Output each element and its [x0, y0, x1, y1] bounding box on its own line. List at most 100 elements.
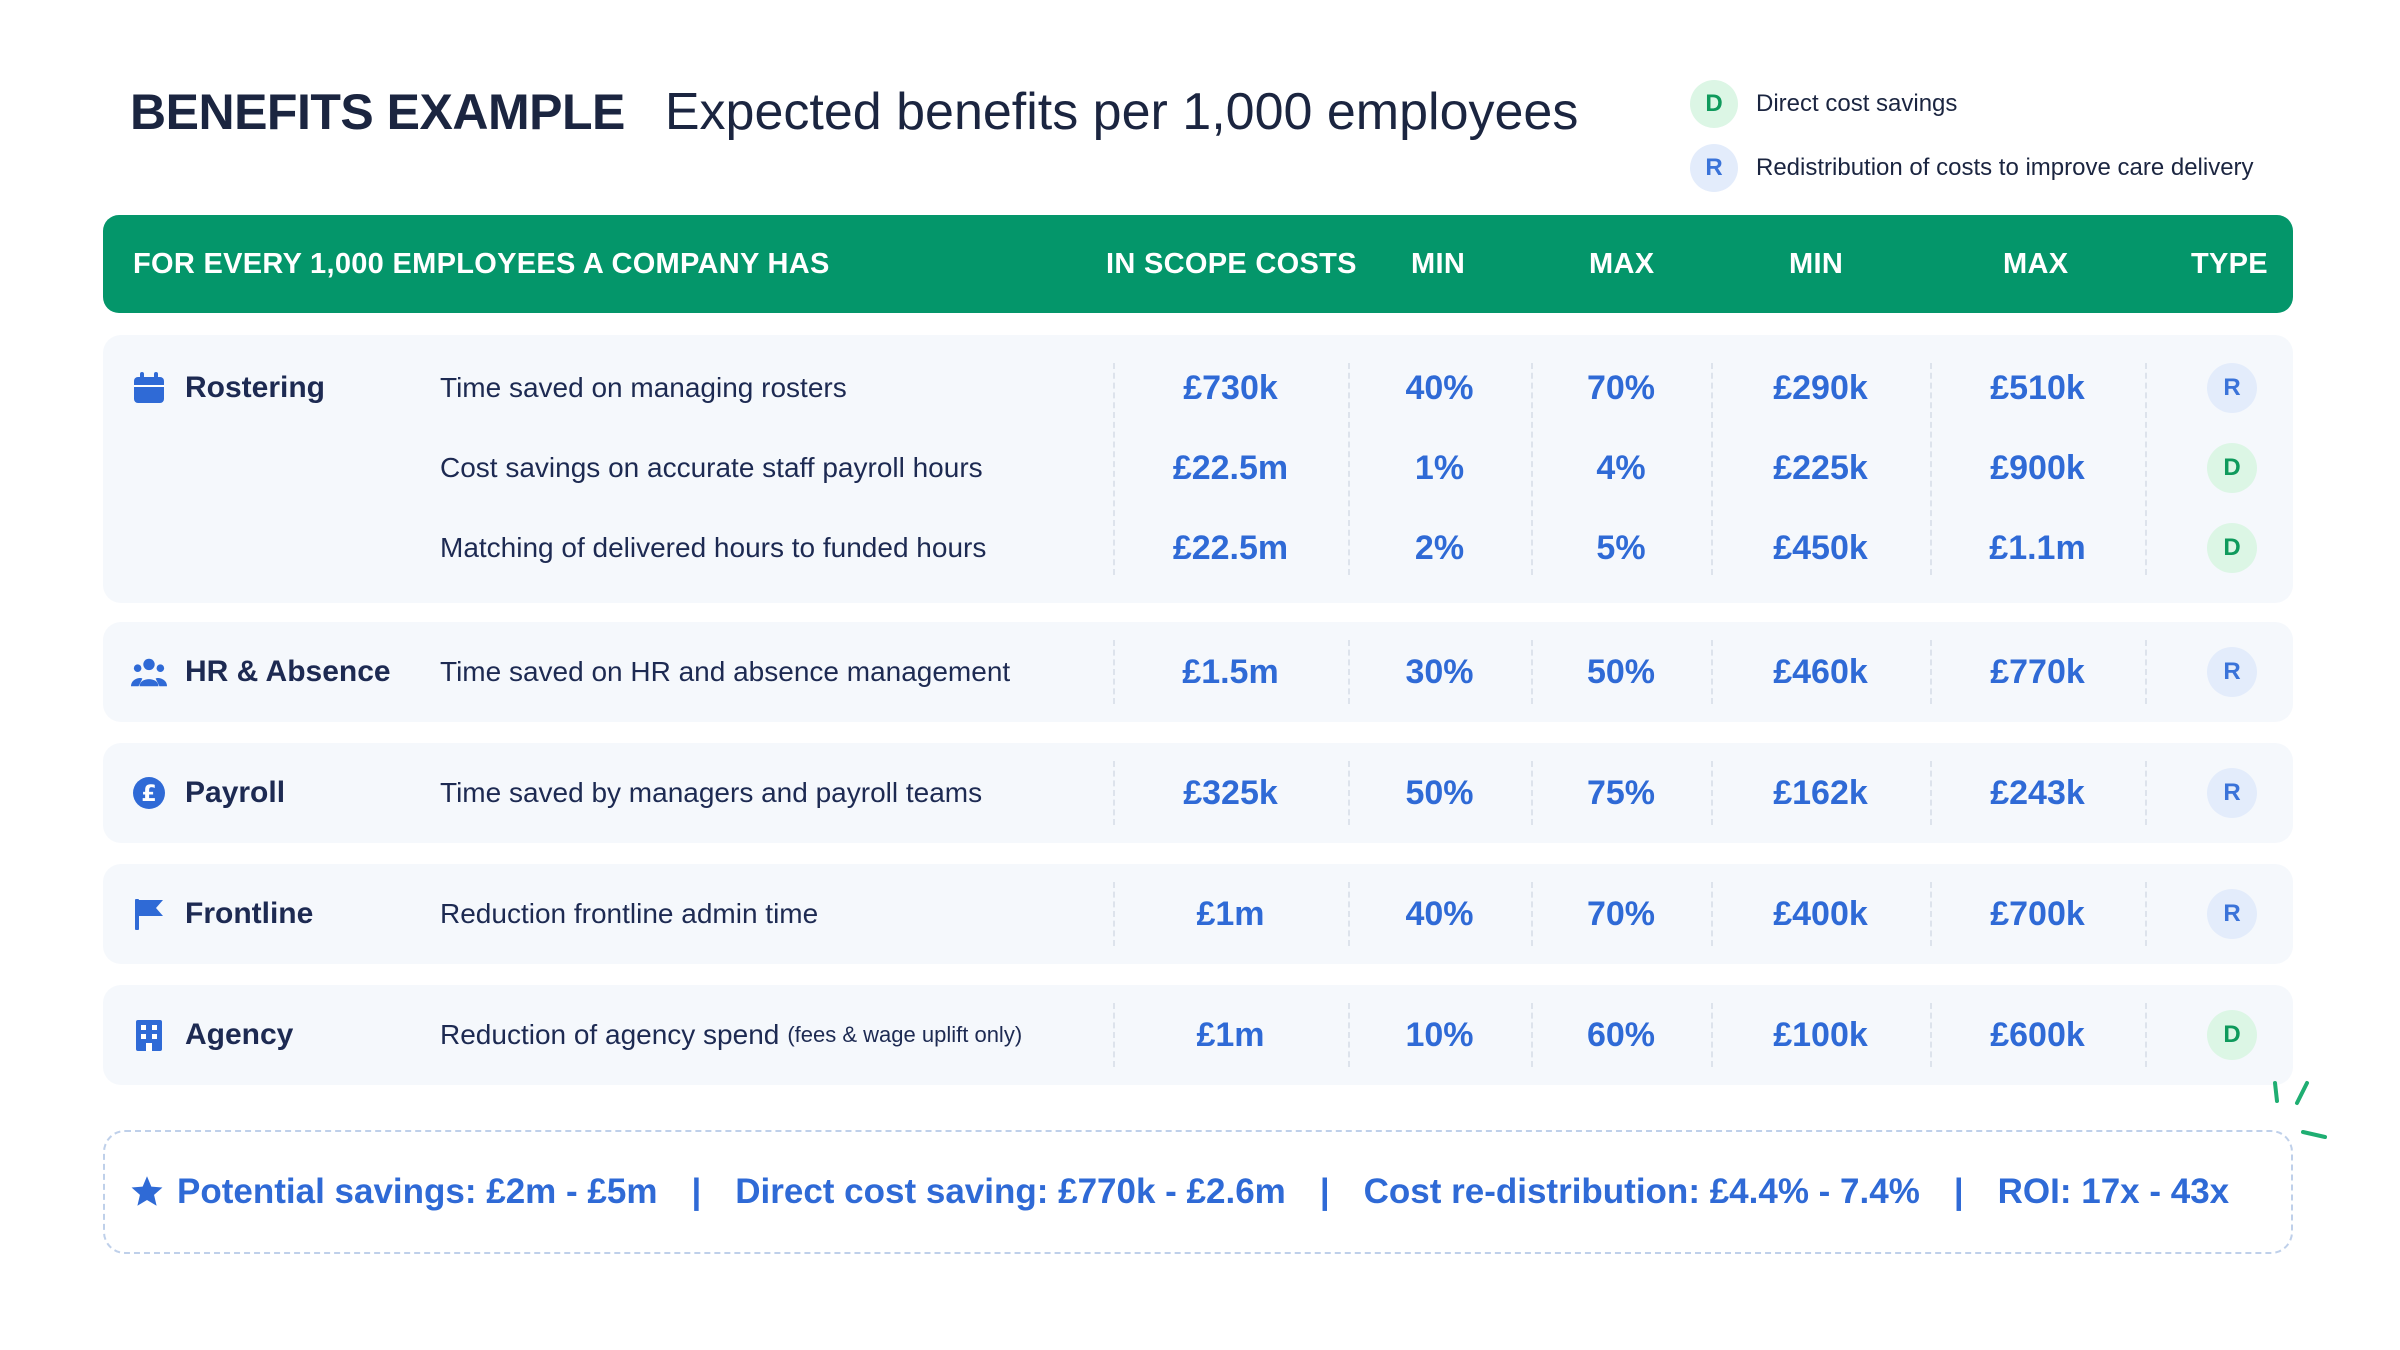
type-badge-d: D: [2207, 443, 2257, 493]
min-percent: 40%: [1405, 368, 1474, 407]
category-label: Payroll: [185, 776, 286, 809]
table-row: Agency Reduction of agency spend (fees &…: [103, 995, 2293, 1075]
people-icon: [131, 654, 167, 690]
category-agency: Agency: [131, 995, 293, 1075]
type-badge-r: R: [2207, 363, 2257, 413]
max-value: £900k: [1990, 448, 2085, 487]
header-in-scope-costs: IN SCOPE COSTS: [1106, 247, 1357, 280]
max-value: £243k: [1990, 773, 2085, 812]
page-subtitle: Expected benefits per 1,000 employees: [664, 83, 1579, 141]
flag-icon: [131, 896, 167, 932]
group-payroll: £ Payroll Time saved by managers and pay…: [103, 743, 2293, 843]
category-label: HR & Absence: [185, 655, 391, 688]
max-value: £600k: [1990, 1015, 2085, 1054]
legend-label: Direct cost savings: [1756, 90, 1958, 117]
summary-direct-cost-saving: Direct cost saving: £770k - £2.6m: [735, 1172, 1286, 1211]
row-description: Time saved by managers and payroll teams: [440, 777, 983, 808]
min-percent: 30%: [1405, 652, 1474, 691]
min-value: £400k: [1773, 894, 1868, 933]
type-badge-d: D: [2207, 1010, 2257, 1060]
legend-item-redistribution: R Redistribution of costs to improve car…: [1690, 142, 2254, 194]
sparkle-icon: [2273, 1081, 2327, 1139]
group-rostering: Rostering Time saved on managing rosters…: [103, 335, 2293, 603]
summary-bar: Potential savings: £2m - £5m | Direct co…: [103, 1130, 2293, 1254]
max-percent: 70%: [1586, 894, 1656, 933]
type-cell: D: [2207, 508, 2257, 588]
category-label: Agency: [185, 1018, 294, 1051]
min-percent: 50%: [1405, 773, 1474, 812]
type-cell: R: [2207, 874, 2257, 954]
max-percent: 70%: [1586, 368, 1656, 407]
in-scope-cost: £22.5m: [1172, 528, 1289, 567]
svg-text:£: £: [141, 782, 156, 807]
type-cell: R: [2207, 348, 2257, 428]
max-percent: 5%: [1596, 528, 1646, 567]
in-scope-cost: £1m: [1196, 1015, 1265, 1054]
in-scope-cost: £325k: [1183, 773, 1278, 812]
type-badge-r: R: [2207, 768, 2257, 818]
summary-separator: |: [1319, 1172, 1330, 1211]
row-description: Reduction frontline admin time: [440, 898, 819, 929]
table-row: Frontline Reduction frontline admin time…: [103, 874, 2293, 954]
header-max-percent: MAX: [1589, 247, 1655, 280]
min-value: £450k: [1773, 528, 1868, 567]
row-description-note: (fees & wage uplift only): [787, 1022, 1023, 1047]
max-value: £510k: [1990, 368, 2085, 407]
header-type: TYPE: [2191, 247, 2268, 280]
row-description: Matching of delivered hours to funded ho…: [440, 532, 987, 563]
type-badge-r: R: [2207, 647, 2257, 697]
summary-separator: |: [1953, 1172, 1964, 1211]
min-value: £225k: [1773, 448, 1868, 487]
table-row: Matching of delivered hours to funded ho…: [103, 508, 2293, 588]
summary-cost-redistribution: Cost re-distribution: £4.4% - 7.4%: [1363, 1172, 1920, 1211]
page-title-block: BENEFITS EXAMPLE Expected benefits per 1…: [130, 82, 1578, 142]
min-value: £100k: [1773, 1015, 1868, 1054]
category-rostering: Rostering: [131, 348, 325, 428]
building-icon: [131, 1017, 167, 1053]
row-description-text: Reduction of agency spend: [440, 1019, 780, 1050]
in-scope-cost: £730k: [1183, 368, 1278, 407]
type-badge-r: R: [2207, 889, 2257, 939]
min-percent: 2%: [1414, 528, 1465, 567]
max-value: £770k: [1990, 652, 2085, 691]
row-description: Time saved on managing rosters: [440, 372, 847, 403]
summary-roi: ROI: 17x - 43x: [1997, 1172, 2230, 1211]
min-value: £162k: [1773, 773, 1868, 812]
max-percent: 4%: [1596, 448, 1646, 487]
category-frontline: Frontline: [131, 874, 313, 954]
table-row: HR & Absence Time saved on HR and absenc…: [103, 632, 2293, 712]
category-hr-absence: HR & Absence: [131, 632, 391, 712]
row-description: Reduction of agency spend (fees & wage u…: [440, 995, 1022, 1075]
header-min-percent: MIN: [1411, 247, 1466, 280]
group-hr-absence: HR & Absence Time saved on HR and absenc…: [103, 622, 2293, 722]
summary-separator: |: [691, 1172, 702, 1211]
category-label: Frontline: [185, 897, 314, 930]
max-percent: 75%: [1586, 773, 1656, 812]
type-cell: R: [2207, 632, 2257, 712]
calendar-icon: [131, 370, 167, 406]
type-cell: D: [2207, 995, 2257, 1075]
min-value: £290k: [1773, 368, 1868, 407]
group-agency: Agency Reduction of agency spend (fees &…: [103, 985, 2293, 1085]
page-title: BENEFITS EXAMPLE: [130, 84, 625, 140]
pound-coin-icon: £: [131, 775, 167, 811]
table-row: Rostering Time saved on managing rosters…: [103, 348, 2293, 428]
max-percent: 60%: [1586, 1015, 1656, 1054]
in-scope-cost: £1.5m: [1182, 652, 1279, 691]
type-cell: R: [2207, 753, 2257, 833]
legend-item-direct: D Direct cost savings: [1690, 78, 2254, 130]
row-description: Cost savings on accurate staff payroll h…: [440, 452, 983, 483]
table-row: £ Payroll Time saved by managers and pay…: [103, 753, 2293, 833]
group-frontline: Frontline Reduction frontline admin time…: [103, 864, 2293, 964]
table-row: Cost savings on accurate staff payroll h…: [103, 428, 2293, 508]
type-badge-r: R: [1690, 144, 1738, 192]
type-cell: D: [2207, 428, 2257, 508]
max-percent: 50%: [1586, 652, 1656, 691]
category-payroll: £ Payroll: [131, 753, 285, 833]
type-badge-d: D: [1690, 80, 1738, 128]
type-badge-d: D: [2207, 523, 2257, 573]
header-description: FOR EVERY 1,000 EMPLOYEES A COMPANY HAS: [133, 247, 830, 280]
star-icon: [131, 1176, 163, 1206]
legend: D Direct cost savings R Redistribution o…: [1690, 78, 2254, 206]
max-value: £1.1m: [1989, 528, 2086, 567]
